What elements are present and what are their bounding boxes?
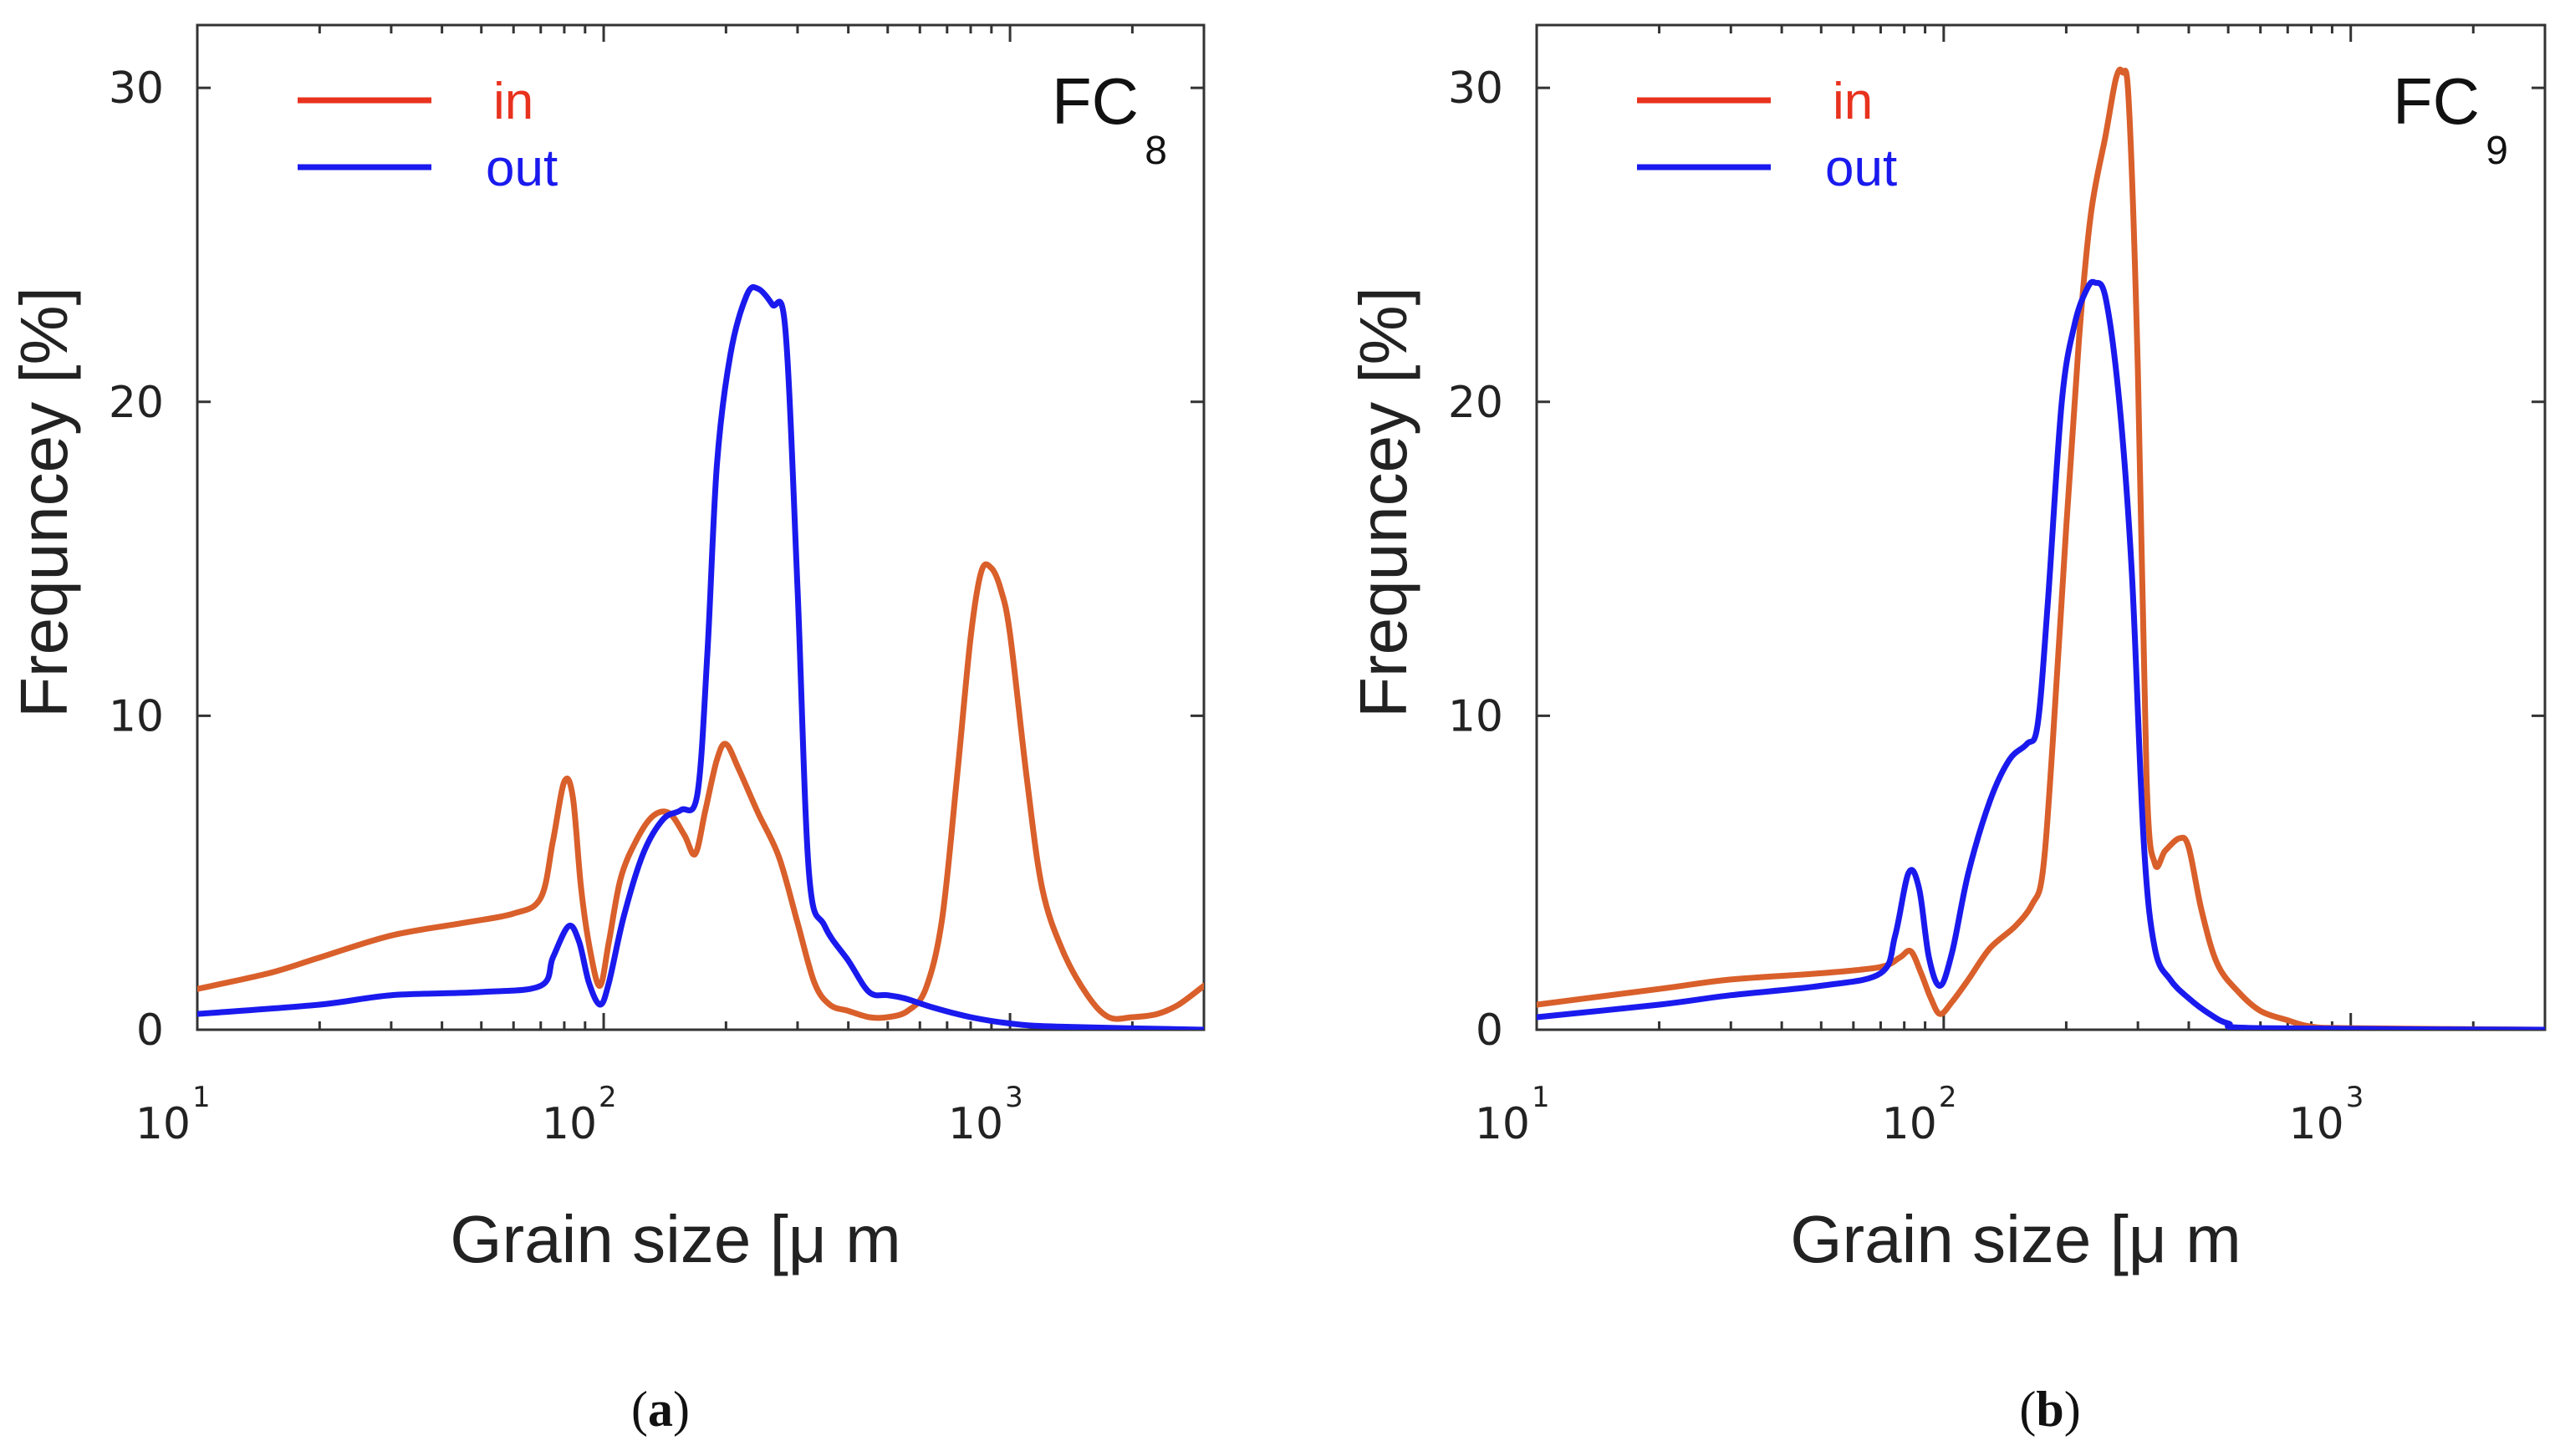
x-tick-exponent: 1 bbox=[1532, 1081, 1550, 1114]
y-tick-label: 0 bbox=[136, 1005, 164, 1056]
y-axis-label: Frequncey [%] bbox=[7, 287, 81, 718]
x-tick-label: 10 bbox=[135, 1099, 191, 1149]
x-tick-exponent: 3 bbox=[1005, 1081, 1023, 1114]
x-axis-label: Grain size [μ m bbox=[450, 1202, 901, 1276]
y-tick-label: 20 bbox=[1448, 378, 1503, 428]
y-tick-label: 30 bbox=[109, 64, 164, 114]
series-line-out bbox=[197, 284, 1204, 1030]
y-axis-label: Frequncey [%] bbox=[1346, 287, 1420, 718]
caption-letter: a bbox=[648, 1382, 673, 1437]
series-line-in bbox=[197, 561, 1204, 1022]
panel-label-subscript: 9 bbox=[2486, 129, 2508, 173]
x-tick-exponent: 1 bbox=[192, 1081, 211, 1114]
x-tick-label: 10 bbox=[2289, 1099, 2344, 1149]
series-line-in bbox=[1537, 66, 2545, 1030]
plot-frame bbox=[196, 23, 1206, 1031]
x-tick-exponent: 2 bbox=[1939, 1081, 1957, 1114]
caption-close: ) bbox=[2064, 1382, 2081, 1437]
panel-label: FC bbox=[2393, 64, 2480, 138]
y-tick-label: 20 bbox=[109, 378, 164, 428]
panel-label: FC bbox=[1052, 64, 1139, 138]
y-tick-label: 10 bbox=[109, 691, 164, 741]
panel-caption: (a) bbox=[631, 1382, 690, 1437]
x-axis-label: Grain size [μ m bbox=[1790, 1202, 2241, 1276]
panel-caption: (b) bbox=[2019, 1382, 2080, 1437]
caption-open: ( bbox=[631, 1382, 648, 1437]
legend-label-out: out bbox=[1825, 140, 1897, 197]
x-tick-exponent: 2 bbox=[599, 1081, 617, 1114]
panel-label-subscript: 8 bbox=[1145, 129, 1167, 173]
legend-label-in: in bbox=[1833, 73, 1873, 130]
series-line-out bbox=[1537, 278, 2545, 1030]
y-tick-label: 10 bbox=[1448, 691, 1503, 741]
x-tick-label: 10 bbox=[948, 1099, 1003, 1149]
x-tick-label: 10 bbox=[1475, 1099, 1530, 1149]
y-tick-label: 30 bbox=[1448, 64, 1503, 114]
plot-frame bbox=[1535, 23, 2547, 1031]
x-tick-exponent: 3 bbox=[2346, 1081, 2364, 1114]
legend-label-out: out bbox=[486, 140, 558, 197]
legend-label-in: in bbox=[493, 73, 533, 130]
caption-letter: b bbox=[2036, 1382, 2063, 1437]
x-tick-label: 10 bbox=[542, 1099, 597, 1149]
x-tick-label: 10 bbox=[1882, 1099, 1937, 1149]
y-tick-label: 0 bbox=[1476, 1005, 1503, 1056]
caption-close: ) bbox=[673, 1382, 690, 1437]
caption-open: ( bbox=[2019, 1382, 2036, 1437]
